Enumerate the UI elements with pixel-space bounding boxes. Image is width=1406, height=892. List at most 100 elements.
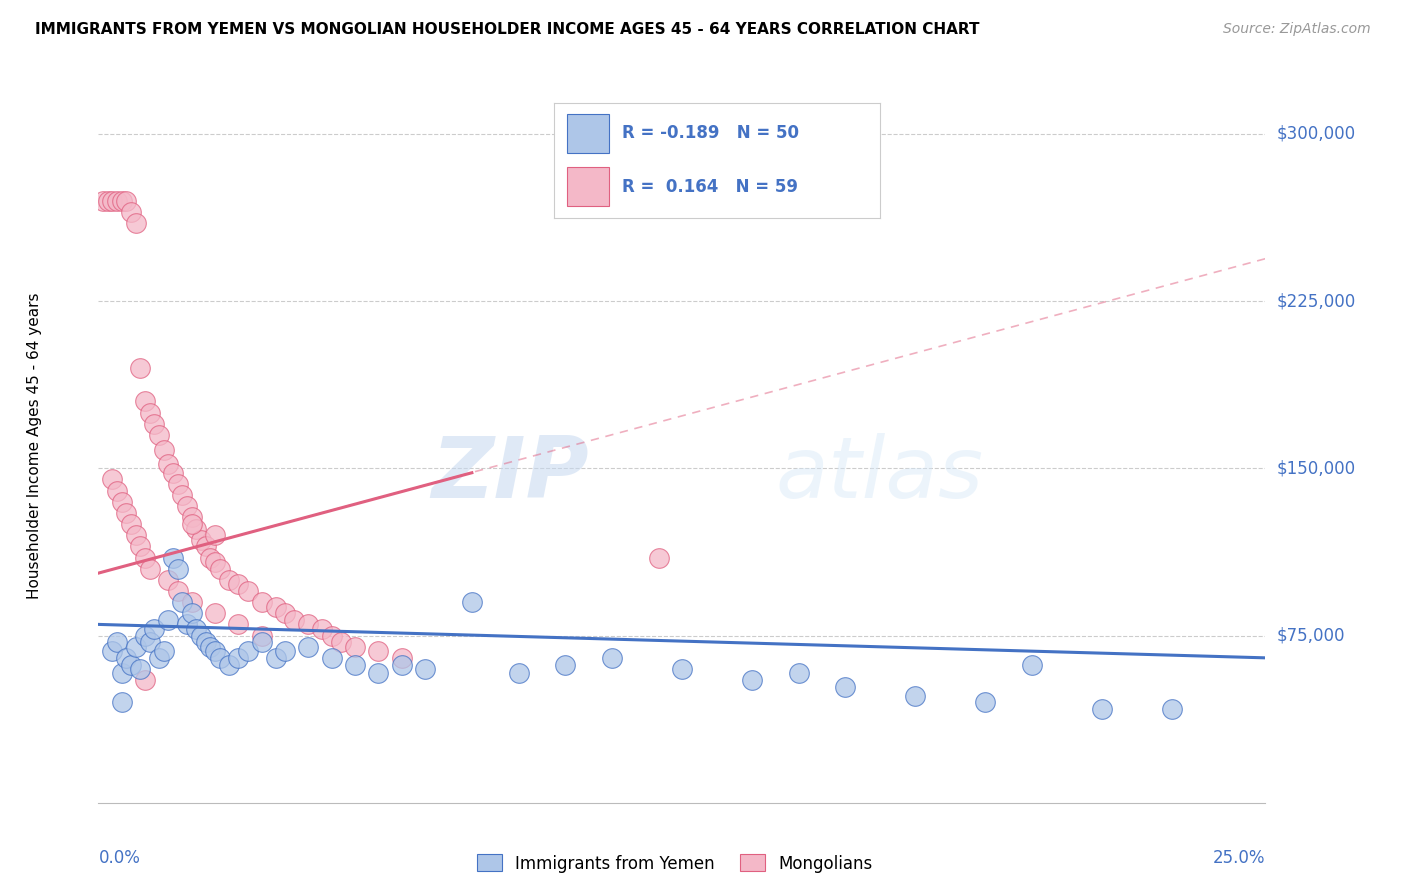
Point xyxy=(134,394,156,409)
Text: $225,000: $225,000 xyxy=(1277,292,1355,310)
Point xyxy=(391,657,413,672)
Point xyxy=(228,577,250,591)
Point xyxy=(105,194,128,208)
Point xyxy=(105,635,128,649)
Point xyxy=(180,510,202,524)
Point xyxy=(101,644,124,658)
Point xyxy=(111,494,134,508)
Point xyxy=(162,550,184,565)
Point xyxy=(101,194,124,208)
Point xyxy=(180,517,202,532)
Point xyxy=(120,517,142,532)
Point xyxy=(508,666,530,681)
Point xyxy=(236,583,259,598)
Point xyxy=(111,696,134,710)
Point xyxy=(120,204,142,219)
Point xyxy=(134,628,156,642)
Text: Householder Income Ages 45 - 64 years: Householder Income Ages 45 - 64 years xyxy=(27,293,42,599)
Point xyxy=(176,617,198,632)
Point xyxy=(218,573,240,587)
Point xyxy=(208,562,231,576)
Point xyxy=(297,617,319,632)
Point xyxy=(330,635,353,649)
Text: 25.0%: 25.0% xyxy=(1213,849,1265,867)
Point xyxy=(208,651,231,665)
Text: $75,000: $75,000 xyxy=(1277,626,1346,645)
Point xyxy=(129,662,152,676)
Point xyxy=(186,622,208,636)
Point xyxy=(236,644,259,658)
Text: $150,000: $150,000 xyxy=(1277,459,1355,477)
Point xyxy=(311,622,333,636)
Point xyxy=(274,644,297,658)
Point xyxy=(228,651,250,665)
Point xyxy=(671,662,693,676)
Point xyxy=(148,651,170,665)
Point xyxy=(125,216,148,230)
Point xyxy=(283,613,305,627)
Point xyxy=(139,562,162,576)
Point xyxy=(1021,657,1043,672)
Point xyxy=(218,657,240,672)
Point xyxy=(115,194,138,208)
Point xyxy=(125,640,148,654)
Point xyxy=(157,573,180,587)
Point xyxy=(91,194,114,208)
Point xyxy=(600,651,623,665)
Point xyxy=(166,476,188,491)
Point xyxy=(367,644,389,658)
Point xyxy=(111,666,134,681)
Text: IMMIGRANTS FROM YEMEN VS MONGOLIAN HOUSEHOLDER INCOME AGES 45 - 64 YEARS CORRELA: IMMIGRANTS FROM YEMEN VS MONGOLIAN HOUSE… xyxy=(35,22,980,37)
Point xyxy=(134,673,156,687)
Point xyxy=(834,680,856,694)
Point xyxy=(190,533,212,547)
Point xyxy=(166,562,188,576)
Point xyxy=(250,635,273,649)
Point xyxy=(1161,702,1184,716)
Point xyxy=(194,635,217,649)
Point xyxy=(111,194,134,208)
Point xyxy=(554,657,576,672)
Point xyxy=(228,617,250,632)
Point xyxy=(172,595,194,609)
Point xyxy=(120,657,142,672)
Point xyxy=(139,405,162,419)
Point xyxy=(274,607,297,621)
Point xyxy=(974,696,997,710)
Point xyxy=(157,613,180,627)
Point xyxy=(787,666,810,681)
Point xyxy=(152,644,174,658)
Point xyxy=(125,528,148,542)
Point xyxy=(204,555,226,569)
Point xyxy=(115,651,138,665)
Point xyxy=(180,595,202,609)
Legend: Immigrants from Yemen, Mongolians: Immigrants from Yemen, Mongolians xyxy=(471,847,879,880)
Point xyxy=(139,635,162,649)
Point xyxy=(904,689,927,703)
Point xyxy=(461,595,484,609)
Point xyxy=(321,628,343,642)
Point xyxy=(367,666,389,681)
Point xyxy=(143,622,166,636)
Point xyxy=(115,506,138,520)
Point xyxy=(190,628,212,642)
Point xyxy=(344,657,367,672)
Point xyxy=(250,595,273,609)
Point xyxy=(264,651,287,665)
Text: Source: ZipAtlas.com: Source: ZipAtlas.com xyxy=(1223,22,1371,37)
Point xyxy=(200,640,222,654)
Point xyxy=(152,443,174,458)
Point xyxy=(97,194,120,208)
Point xyxy=(176,500,198,514)
Point xyxy=(250,628,273,642)
Point xyxy=(391,651,413,665)
Point xyxy=(204,528,226,542)
Point xyxy=(297,640,319,654)
Text: $300,000: $300,000 xyxy=(1277,125,1355,143)
Point xyxy=(741,673,763,687)
Point xyxy=(172,488,194,502)
Point xyxy=(344,640,367,654)
Text: atlas: atlas xyxy=(775,433,983,516)
Point xyxy=(157,457,180,471)
Point xyxy=(186,521,208,535)
